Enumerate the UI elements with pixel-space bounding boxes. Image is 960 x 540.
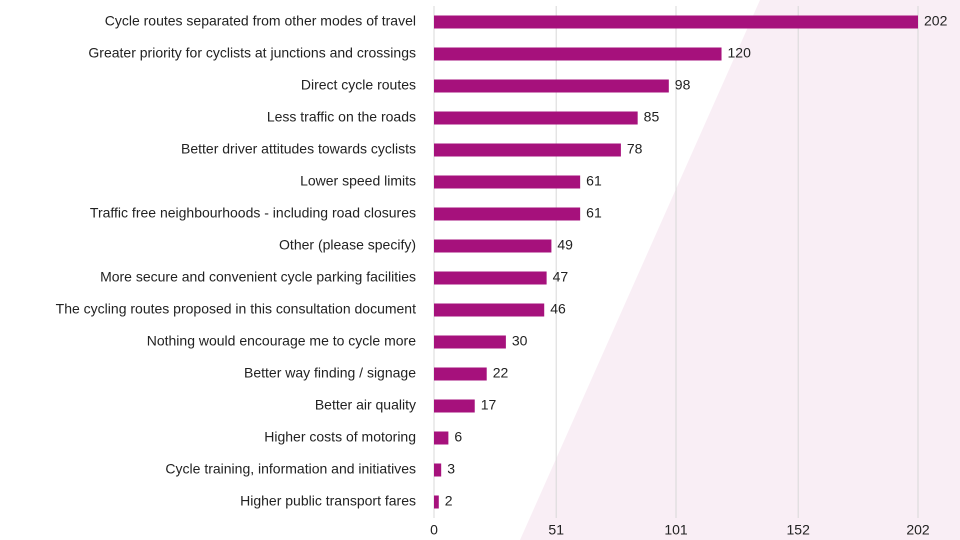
value-label: 98	[675, 77, 691, 93]
bar	[434, 463, 442, 477]
y-tick-label: Greater priority for cyclists at junctio…	[88, 45, 416, 61]
bar	[434, 47, 722, 61]
y-tick-label: Higher costs of motoring	[264, 429, 416, 445]
value-label: 61	[586, 173, 602, 189]
bar	[434, 207, 581, 221]
y-tick-label: Higher public transport fares	[240, 493, 416, 509]
y-tick-label: Better air quality	[315, 397, 416, 413]
bar	[434, 15, 918, 29]
bar	[434, 271, 547, 285]
y-tick-label: Other (please specify)	[279, 237, 416, 253]
bar	[434, 111, 638, 125]
y-tick-label: Cycle routes separated from other modes …	[105, 13, 416, 29]
y-tick-label: Cycle training, information and initiati…	[165, 461, 416, 477]
value-label: 61	[586, 205, 602, 221]
y-tick-label: Less traffic on the roads	[267, 109, 416, 125]
value-label: 2	[445, 493, 453, 509]
bar	[434, 79, 669, 93]
bar	[434, 431, 449, 445]
y-tick-label: The cycling routes proposed in this cons…	[56, 301, 416, 317]
x-tick-label: 202	[906, 522, 930, 538]
y-tick-label: Traffic free neighbourhoods - including …	[90, 205, 416, 221]
value-label: 202	[924, 13, 948, 29]
value-label: 6	[454, 429, 462, 445]
y-tick-label: Nothing would encourage me to cycle more	[147, 333, 416, 349]
value-label: 30	[512, 333, 528, 349]
bar	[434, 175, 581, 189]
y-tick-label: Better way finding / signage	[244, 365, 416, 381]
value-label: 78	[627, 141, 643, 157]
value-label: 3	[447, 461, 455, 477]
value-label: 22	[493, 365, 509, 381]
y-tick-label: Direct cycle routes	[301, 77, 416, 93]
value-label: 17	[481, 397, 497, 413]
bar	[434, 495, 439, 509]
x-tick-label: 101	[664, 522, 688, 538]
x-tick-label: 51	[548, 522, 564, 538]
bar	[434, 399, 475, 413]
value-label: 47	[553, 269, 569, 285]
value-label: 46	[550, 301, 566, 317]
x-tick-label: 152	[787, 522, 811, 538]
y-tick-label: Lower speed limits	[300, 173, 416, 189]
value-label: 85	[644, 109, 660, 125]
bar	[434, 335, 506, 349]
background-shape	[520, 0, 960, 540]
x-tick-label: 0	[430, 522, 438, 538]
y-tick-label: More secure and convenient cycle parking…	[100, 269, 416, 285]
bar	[434, 367, 487, 381]
bar	[434, 143, 621, 157]
bar	[434, 303, 545, 317]
y-tick-label: Better driver attitudes towards cyclists	[181, 141, 416, 157]
value-label: 49	[557, 237, 573, 253]
bar	[434, 239, 552, 253]
value-label: 120	[728, 45, 752, 61]
